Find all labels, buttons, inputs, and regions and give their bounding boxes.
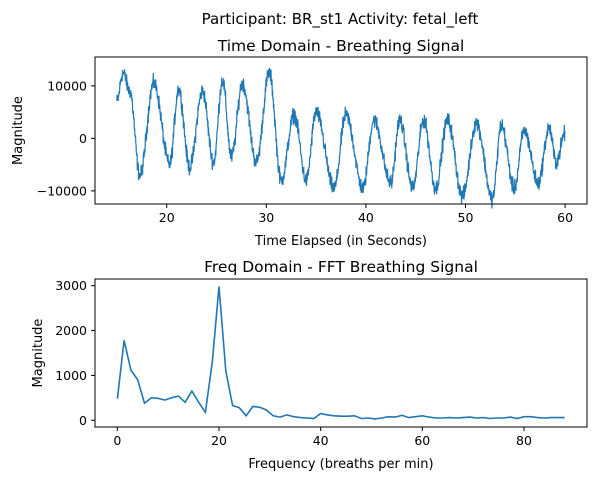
x-tick-label: 30 <box>258 210 274 225</box>
x-tick-label: 60 <box>414 433 430 448</box>
time-domain-panel: Time Domain - Breathing Signal 20 30 40 50 6… <box>11 37 588 249</box>
time-domain-frame <box>94 56 588 205</box>
x-tick-label: 40 <box>313 433 329 448</box>
time-domain-xlabel: Time Elapsed (in Seconds) <box>254 234 427 249</box>
freq-domain-xlabel: Frequency (breaths per min) <box>248 457 433 472</box>
freq-domain-title: Freq Domain - FFT Breathing Signal <box>204 258 478 276</box>
x-tick-label: 80 <box>516 433 532 448</box>
time-domain-ylabel: Magnitude <box>11 96 26 165</box>
freq-domain-panel: Freq Domain - FFT Breathing Signal 0 20 40… <box>31 258 588 472</box>
time-domain-ticks: 20 30 40 50 60 −10000 0 10000 <box>37 78 573 225</box>
freq-domain-ticks: 0 20 40 60 80 0 1000 2000 3000 <box>55 278 532 448</box>
figure-suptitle: Participant: BR_st1 Activity: fetal_left <box>202 10 479 29</box>
y-tick-label: 2000 <box>55 323 87 338</box>
x-tick-label: 50 <box>458 210 474 225</box>
y-tick-label: 3000 <box>55 278 87 293</box>
x-tick-label: 0 <box>113 433 121 448</box>
x-tick-label: 20 <box>211 433 227 448</box>
y-tick-label: 0 <box>79 413 87 428</box>
y-tick-label: 10000 <box>47 78 87 93</box>
time-domain-title: Time Domain - Breathing Signal <box>217 37 465 55</box>
x-tick-label: 20 <box>159 210 175 225</box>
fft-magnitude-line <box>116 286 565 420</box>
x-tick-label: 60 <box>557 210 573 225</box>
freq-domain-ylabel: Magnitude <box>31 319 46 388</box>
y-tick-label: −10000 <box>37 183 87 198</box>
y-tick-label: 1000 <box>55 368 87 383</box>
y-tick-label: 0 <box>79 131 87 146</box>
x-tick-label: 40 <box>358 210 374 225</box>
breathing-signal-line <box>116 67 566 209</box>
freq-domain-frame <box>94 278 588 428</box>
